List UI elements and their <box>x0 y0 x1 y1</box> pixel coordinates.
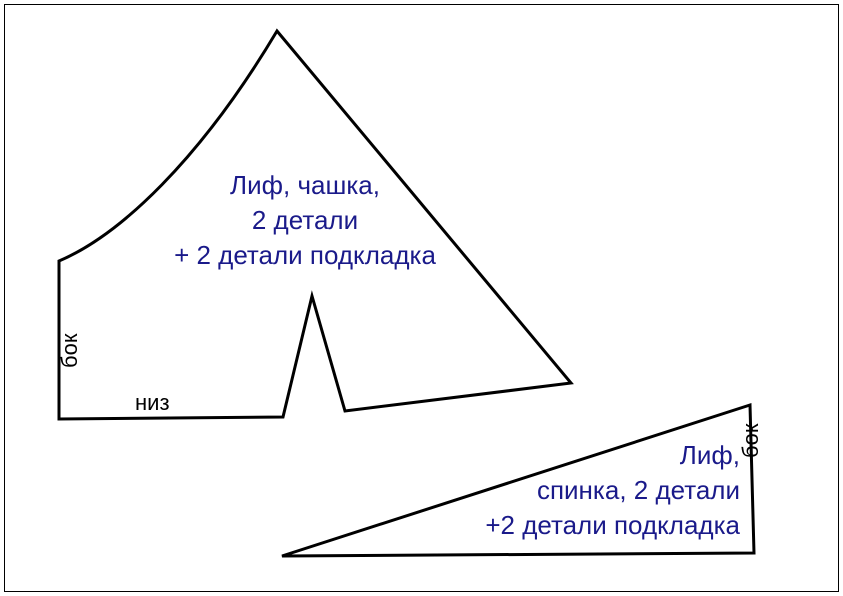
cup-side-label: бок <box>57 334 83 368</box>
back-side-label: бок <box>738 424 764 458</box>
cup-label: Лиф, чашка, 2 детали + 2 детали подкладк… <box>170 168 440 273</box>
back-label: Лиф, спинка, 2 детали +2 детали подкладк… <box>460 438 740 543</box>
cup-label-line2: 2 детали <box>170 203 440 238</box>
back-label-line3: +2 детали подкладка <box>460 508 740 543</box>
cup-bottom-label: низ <box>135 390 170 416</box>
back-label-line2: спинка, 2 детали <box>460 473 740 508</box>
cup-label-line3: + 2 детали подкладка <box>170 238 440 273</box>
back-label-line1: Лиф, <box>460 438 740 473</box>
cup-label-line1: Лиф, чашка, <box>170 168 440 203</box>
